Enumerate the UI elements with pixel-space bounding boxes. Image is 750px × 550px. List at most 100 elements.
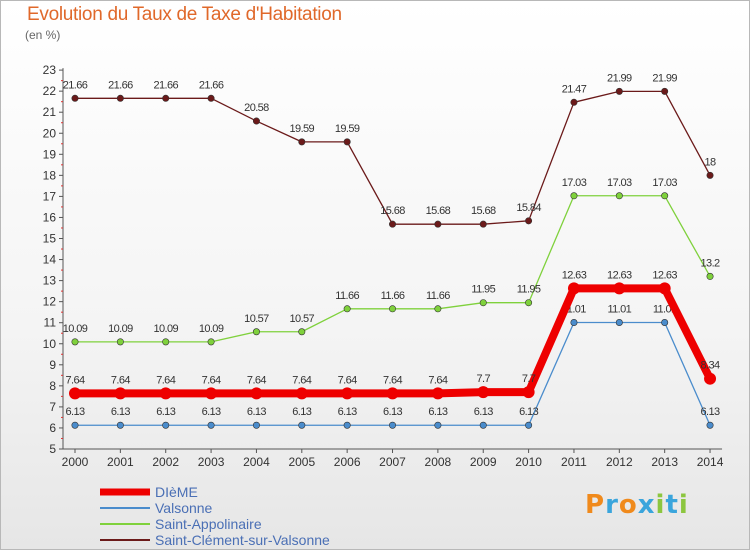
data-point	[661, 192, 669, 200]
x-tick-label: 2008	[425, 455, 452, 469]
y-tick-label: 13	[43, 274, 57, 288]
data-point	[343, 421, 351, 429]
y-tick-label: 12	[43, 295, 57, 309]
data-point	[207, 338, 215, 346]
data-point	[69, 387, 81, 400]
y-tick-label: 17	[43, 189, 57, 203]
data-label: 11.01	[607, 303, 631, 315]
data-label: 18	[705, 156, 717, 168]
data-label: 12.63	[607, 269, 632, 281]
data-label: 21.66	[63, 79, 88, 91]
legend-label: Valsonne	[155, 500, 213, 516]
data-point	[567, 282, 580, 295]
logo-letter: x	[637, 490, 656, 520]
x-tick-label: 2000	[62, 455, 89, 469]
y-tick-label: 11	[44, 316, 57, 330]
data-point	[570, 318, 578, 326]
y-tick-label: 19	[43, 147, 57, 161]
data-label: 7.64	[111, 374, 130, 386]
data-label: 7.64	[428, 374, 447, 386]
data-label: 10.57	[290, 313, 315, 325]
y-tick-label: 16	[43, 210, 57, 224]
data-label: 15.68	[380, 205, 405, 217]
y-tick-label: 15	[43, 232, 57, 246]
data-label: 6.13	[701, 406, 720, 418]
x-tick-label: 2006	[334, 455, 361, 469]
data-label: 21.99	[652, 72, 677, 84]
data-label: 6.13	[247, 406, 266, 418]
chart-subtitle: (en %)	[25, 28, 61, 42]
y-tick-label: 21	[43, 105, 57, 119]
data-point	[389, 220, 397, 228]
y-tick-label: 7	[49, 400, 56, 414]
data-point	[71, 338, 79, 346]
data-label: 10.09	[199, 323, 224, 335]
y-tick-label: 14	[43, 253, 57, 267]
data-label: 7.64	[247, 374, 266, 386]
x-tick-label: 2013	[651, 455, 678, 469]
legend-label: DIèME	[155, 484, 198, 500]
y-tick-label: 22	[43, 84, 57, 98]
data-label: 19.59	[335, 123, 360, 135]
data-point	[661, 318, 669, 326]
data-point	[159, 387, 172, 400]
data-point	[252, 421, 260, 429]
data-label: 10.57	[244, 313, 269, 325]
data-label: 6.13	[292, 406, 311, 418]
data-point	[570, 98, 578, 106]
data-label: 11.66	[381, 290, 405, 302]
data-point	[704, 372, 717, 385]
x-tick-label: 2005	[288, 455, 315, 469]
data-label: 6.13	[111, 406, 130, 418]
y-tick-label: 20	[43, 126, 57, 140]
x-tick-label: 2004	[243, 455, 270, 469]
legend-label: Saint-Appolinaire	[155, 516, 262, 532]
logo-letter: t	[665, 490, 679, 520]
chart-title: Evolution du Taux de Taxe d'Habitation	[27, 4, 342, 25]
data-label: 21.66	[153, 79, 178, 91]
x-tick-label: 2011	[561, 455, 587, 469]
data-label: 6.13	[338, 406, 357, 418]
logo-letter: i	[678, 490, 689, 520]
data-point	[114, 387, 127, 400]
data-point	[525, 299, 533, 307]
data-point	[341, 387, 354, 400]
data-point	[116, 94, 124, 102]
data-point	[615, 318, 623, 326]
data-point	[479, 421, 487, 429]
data-point	[162, 94, 170, 102]
data-label: 6.13	[519, 406, 538, 418]
data-label: 7.64	[202, 374, 221, 386]
data-label: 11.95	[517, 284, 541, 296]
logo-letter: o	[618, 490, 638, 520]
legend-label: Saint-Clément-sur-Valsonne	[155, 532, 330, 548]
logo-letter: P	[585, 490, 606, 520]
data-label: 15.68	[426, 205, 451, 217]
data-point	[706, 171, 714, 179]
data-label: 21.66	[199, 79, 224, 91]
data-point	[162, 421, 170, 429]
data-point	[570, 192, 578, 200]
logo-letter: r	[605, 490, 619, 520]
y-tick-label: 9	[49, 358, 56, 372]
data-label: 12.63	[562, 269, 587, 281]
proxiti-logo: Proxiti	[585, 490, 689, 520]
data-point	[116, 338, 124, 346]
x-tick-label: 2003	[198, 455, 225, 469]
data-label: 11.66	[335, 290, 359, 302]
data-point	[389, 421, 397, 429]
x-tick-label: 2009	[470, 455, 497, 469]
data-label: 20.58	[244, 102, 269, 114]
data-point	[706, 421, 714, 429]
data-label: 7.64	[338, 374, 357, 386]
data-point	[479, 299, 487, 307]
data-point	[71, 421, 79, 429]
data-label: 17.03	[652, 177, 677, 189]
y-tick-label: 6	[49, 421, 56, 435]
data-label: 15.84	[516, 202, 541, 214]
data-label: 11.66	[426, 290, 450, 302]
data-point	[343, 138, 351, 146]
y-tick-label: 5	[49, 442, 56, 456]
data-label: 6.13	[474, 406, 493, 418]
data-label: 21.99	[607, 72, 632, 84]
